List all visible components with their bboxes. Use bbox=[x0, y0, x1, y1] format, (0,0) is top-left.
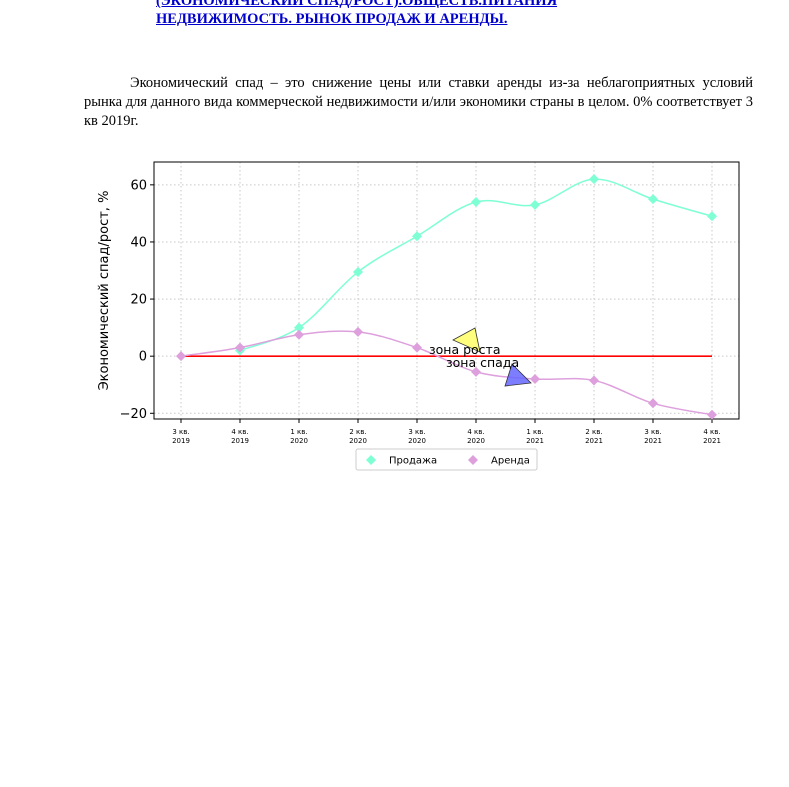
x-tick-label: 2 кв. bbox=[585, 428, 602, 436]
data-point bbox=[353, 266, 363, 277]
data-point bbox=[589, 375, 599, 386]
x-tick-label: 2021 bbox=[644, 437, 662, 445]
y-tick-label: 60 bbox=[130, 178, 147, 193]
x-tick-label: 2020 bbox=[467, 437, 485, 445]
x-tick-label: 1 кв. bbox=[290, 428, 307, 436]
data-point bbox=[471, 366, 481, 377]
x-tick-label: 4 кв. bbox=[231, 428, 248, 436]
x-tick-label: 3 кв. bbox=[644, 428, 661, 436]
series-line bbox=[180, 330, 713, 416]
heading-line-1[interactable]: (ЭКОНОМИЧЕСКИЙ СПАД/РОСТ).ОБЩЕСТВ.ПИТАНИ… bbox=[156, 0, 558, 9]
heading-line-2[interactable]: НЕДВИЖИМОСТЬ. РЫНОК ПРОДАЖ И АРЕНДЫ. bbox=[156, 11, 508, 27]
x-tick-label: 2021 bbox=[526, 437, 544, 445]
y-tick-label: −20 bbox=[120, 407, 147, 422]
growth-zone-marker bbox=[452, 327, 481, 353]
x-tick-label: 3 кв. bbox=[408, 428, 425, 436]
data-point bbox=[176, 351, 186, 362]
chart-legend: Продажа Аренда bbox=[355, 448, 538, 471]
x-tick-label: 2020 bbox=[290, 437, 308, 445]
x-tick-label: 2 кв. bbox=[349, 428, 366, 436]
chart-series bbox=[176, 174, 717, 420]
legend-label: Продажа bbox=[389, 456, 437, 467]
data-point bbox=[294, 329, 304, 340]
plot-frame bbox=[153, 161, 740, 420]
x-tick-label: 1 кв. bbox=[526, 428, 543, 436]
annotation-growth-zone: зона роста bbox=[429, 342, 501, 357]
y-tick-label: 20 bbox=[130, 293, 147, 308]
data-point bbox=[294, 322, 304, 333]
data-point bbox=[530, 199, 540, 210]
x-tick-label: 2020 bbox=[408, 437, 426, 445]
legend-diamond-icon bbox=[366, 455, 376, 465]
x-tick-label: 4 кв. bbox=[467, 428, 484, 436]
data-point bbox=[707, 211, 717, 222]
intro-paragraph: Экономический спад – это снижение цены и… bbox=[84, 74, 753, 131]
x-tick-label: 2021 bbox=[585, 437, 603, 445]
x-tick-label: 2021 bbox=[703, 437, 721, 445]
legend-box bbox=[355, 448, 538, 471]
data-point bbox=[412, 342, 422, 353]
y-tick-label: 0 bbox=[139, 350, 147, 365]
data-point bbox=[412, 231, 422, 242]
x-tick-label: 2020 bbox=[349, 437, 367, 445]
data-point bbox=[235, 342, 245, 353]
legend-diamond-icon bbox=[468, 455, 478, 465]
y-tick-label: 40 bbox=[130, 235, 147, 250]
paragraph-text: Экономический спад – это снижение цены и… bbox=[84, 75, 753, 129]
decline-zone-marker bbox=[504, 363, 532, 387]
data-point bbox=[589, 174, 599, 185]
x-tick-label: 2019 bbox=[231, 437, 249, 445]
x-tick-label: 4 кв. bbox=[703, 428, 720, 436]
legend-label: Аренда bbox=[491, 456, 530, 467]
document-heading[interactable]: (ЭКОНОМИЧЕСКИЙ СПАД/РОСТ).ОБЩЕСТВ.ПИТАНИ… bbox=[156, 0, 716, 28]
y-axis-label: Экономический спад/рост, % bbox=[97, 191, 112, 391]
data-point bbox=[530, 374, 540, 385]
data-point bbox=[648, 194, 658, 205]
x-tick-label: 2019 bbox=[172, 437, 190, 445]
x-tick-label: 3 кв. bbox=[172, 428, 189, 436]
data-point bbox=[707, 409, 717, 420]
annotation-decline-zone: зона спада bbox=[446, 355, 519, 370]
data-point bbox=[353, 326, 363, 337]
data-point bbox=[471, 196, 481, 207]
data-point bbox=[648, 398, 658, 409]
